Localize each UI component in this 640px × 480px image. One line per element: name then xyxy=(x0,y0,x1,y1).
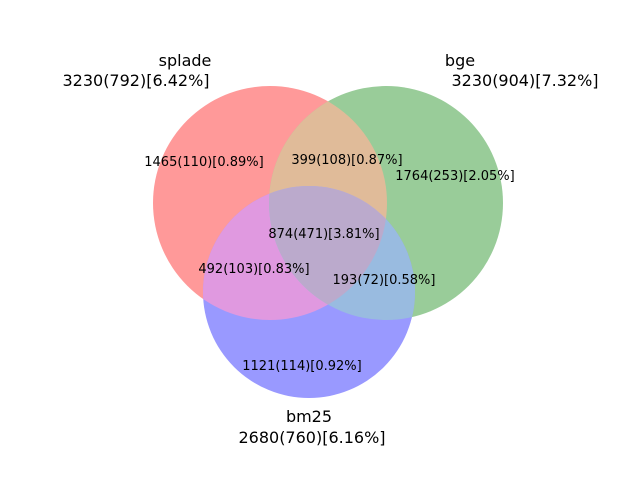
region-label-bge-bm25: 193(72)[0.58%] xyxy=(333,273,436,288)
set-name-bm25: bm25 xyxy=(286,407,332,426)
region-label-splade-only: 1465(110)[0.89%] xyxy=(144,155,263,170)
set-summary-bm25: 2680(760)[6.16%] xyxy=(238,428,385,447)
set-summary-bge: 3230(904)[7.32%] xyxy=(451,71,598,90)
set-summary-splade: 3230(792)[6.42%] xyxy=(62,71,209,90)
set-name-bge: bge xyxy=(445,51,475,70)
region-label-all: 874(471)[3.81%] xyxy=(268,227,379,242)
region-label-bge-only: 1764(253)[2.05%] xyxy=(395,169,514,184)
set-name-splade: splade xyxy=(159,51,212,70)
region-label-bm25-only: 1121(114)[0.92%] xyxy=(242,359,361,374)
region-label-splade-bm25: 492(103)[0.83%] xyxy=(198,262,309,277)
region-label-splade-bge: 399(108)[0.87%] xyxy=(291,153,402,168)
